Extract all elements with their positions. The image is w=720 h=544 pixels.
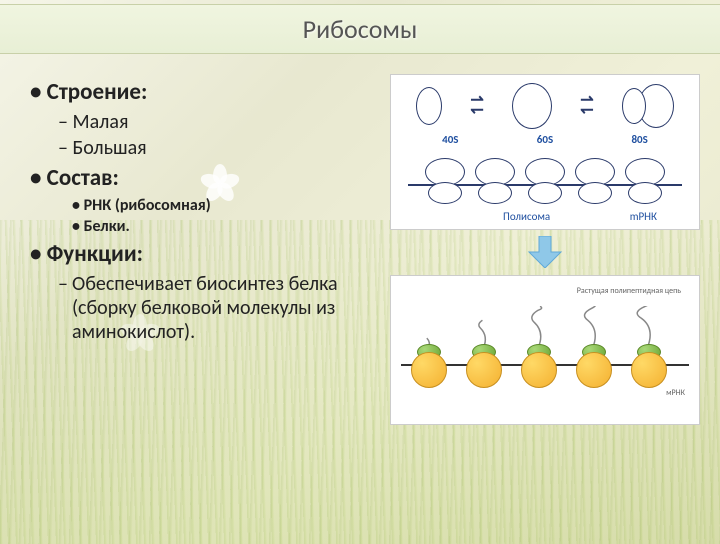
subunit-40s-icon bbox=[416, 87, 442, 125]
ribosome-80s-icon bbox=[622, 84, 674, 128]
subunit-60s-icon bbox=[512, 83, 552, 129]
heading-functions: Функции: bbox=[30, 240, 380, 268]
label-polysome: Полисома bbox=[503, 210, 550, 223]
arrow-down-icon bbox=[390, 236, 700, 273]
polysome-ribosome-icon bbox=[622, 158, 668, 204]
label-80s: 80S bbox=[631, 133, 647, 146]
polysome-ribosome-icon bbox=[472, 158, 518, 204]
text-column: Строение: Малая Большая Состав: РНК (риб… bbox=[30, 74, 380, 425]
content-area: Строение: Малая Большая Состав: РНК (риб… bbox=[0, 54, 720, 435]
diagram-column: ⇀↽ ⇀↽ 40S 60S 80S bbox=[380, 74, 700, 425]
diagram-translation: Растущая полипептидная цепь мРНК bbox=[390, 275, 700, 425]
label-mrna: mРНК bbox=[630, 210, 657, 223]
translation-scene bbox=[401, 306, 689, 396]
bullet-composition-1: Белки. bbox=[72, 217, 380, 236]
polysome-ribosome-icon bbox=[422, 158, 468, 204]
equilibrium-arrows-icon: ⇀↽ bbox=[580, 96, 593, 116]
polysome-ribosome-icon bbox=[522, 158, 568, 204]
polysome-row bbox=[403, 156, 687, 206]
title-bar: Рибосомы bbox=[0, 4, 720, 54]
diagram-subunits-polysome: ⇀↽ ⇀↽ 40S 60S 80S bbox=[390, 74, 700, 230]
bullet-composition-0: РНК (рибосомная) bbox=[72, 196, 380, 215]
polysome-ribosome-icon bbox=[572, 158, 618, 204]
subunit-row: ⇀↽ ⇀↽ bbox=[403, 83, 687, 129]
label-40s: 40S bbox=[442, 133, 458, 146]
heading-structure: Строение: bbox=[30, 78, 380, 106]
subunit-labels: 40S 60S 80S bbox=[403, 133, 687, 146]
polysome-labels: Полисома mРНК bbox=[403, 210, 687, 223]
bullet-structure-1: Большая bbox=[58, 136, 380, 160]
equilibrium-arrows-icon: ⇀↽ bbox=[470, 96, 483, 116]
heading-composition: Состав: bbox=[30, 164, 380, 192]
slide-title: Рибосомы bbox=[0, 13, 720, 45]
label-peptide-chain: Растущая полипептидная цепь bbox=[577, 286, 681, 296]
label-60s: 60S bbox=[537, 133, 553, 146]
bullet-functions-0: Обеспечивает биосинтез белка (сборку бел… bbox=[58, 272, 380, 344]
bullet-structure-0: Малая bbox=[58, 110, 380, 134]
